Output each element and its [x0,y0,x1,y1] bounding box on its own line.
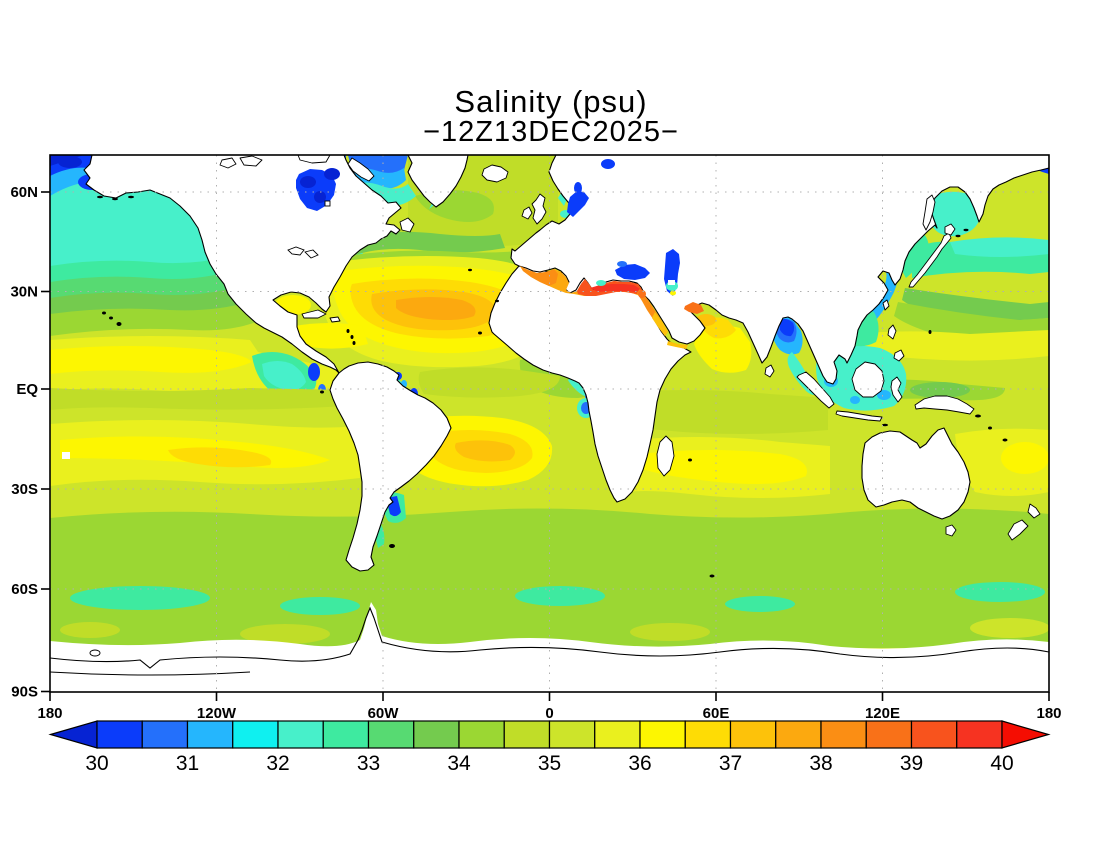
colorbar-segment [639,720,686,749]
new-zealand [1027,503,1041,519]
marginal-seas [296,159,704,349]
colorbar-segment [775,720,822,749]
new-guinea [914,395,975,415]
colorbar-segment [322,720,370,749]
colorbar-tick-label: 39 [900,752,923,775]
baltic-sea [567,191,589,217]
ireland [521,206,533,220]
black-sea [615,264,650,280]
colorbar-segment [503,720,551,749]
sulawesi [890,376,903,403]
chart-subtitle-valid-time: −12Z13DEC2025− [423,116,679,148]
colorbar-segment [277,720,324,749]
colorbar-segment [910,720,958,749]
colorbar-tick-label: 36 [628,752,651,775]
eurasia [510,155,1049,385]
japan [908,232,952,288]
world-map [50,155,1049,692]
gridlines [50,155,1049,692]
colorbar-segment [458,720,505,749]
continents [83,155,1049,572]
x-axis-label: 120W [197,705,237,722]
tasmania [945,524,957,537]
java [835,410,883,422]
colorbar-segment [865,720,913,749]
colorbar-segment [141,720,189,749]
baffin-island [347,157,375,182]
newfoundland [399,217,415,233]
antarctica [50,602,1049,692]
sumatra [796,371,835,409]
colorbar-segment [96,720,143,749]
colorbar-tick-label: 31 [176,752,199,775]
y-axis-label: 30S [11,481,38,498]
borneo [851,361,885,398]
colorbar-segment [684,720,732,749]
y-axis-label: 90S [11,684,38,701]
x-axis-label: 60W [368,705,400,722]
gulf-of-aden [667,341,688,349]
colorbar-segment [232,720,279,749]
colorbar-tick-label: 37 [719,752,742,775]
persian-gulf [684,302,704,314]
colorbar-tick-label: 35 [538,752,561,775]
colorbar-tick-label: 32 [266,752,289,775]
colorbar-segment [729,720,777,749]
south-america [329,361,452,572]
colorbar-right-arrow [1001,720,1051,749]
great-britain [531,193,547,225]
y-axis-label: EQ [16,381,38,398]
colorbar: 30 31 32 33 34 35 36 37 38 39 40 [48,720,1051,775]
colorbar-segment [820,720,867,749]
colorbar-segment [956,720,1003,749]
north-america [83,155,402,374]
colorbar-segment [548,720,596,749]
y-axis: 60N 30N EQ 30S 60S 90S [10,184,50,701]
australia [861,427,971,520]
x-axis-label: 180 [37,705,62,722]
x-axis: 180 120W 60W 0 60E 120E 180 [37,692,1062,722]
colorbar-segment [367,720,415,749]
x-axis-label: 180 [1036,705,1061,722]
colorbar-segment [594,720,641,749]
colorbar-tick-label: 34 [447,752,471,775]
x-axis-label: 0 [545,705,553,722]
y-axis-label: 30N [10,284,38,301]
colorbar-segment [186,720,234,749]
x-axis-label: 120E [865,705,900,722]
colorbar-tick-label: 38 [809,752,832,775]
colorbar-tick-label: 40 [990,752,1013,775]
madagascar [656,435,675,477]
iceland [481,164,509,183]
x-axis-label: 60E [703,705,730,722]
small-islands [97,195,1008,578]
greenland [407,155,469,208]
colorbar-left-arrow [48,720,98,749]
y-axis-label: 60N [10,184,38,201]
colorbar-tick-label: 30 [85,752,108,775]
y-axis-label: 60S [11,581,38,598]
chart-title: Salinity (psu) [454,84,647,119]
colorbar-segment [413,720,460,749]
colorbar-tick-label: 33 [357,752,380,775]
